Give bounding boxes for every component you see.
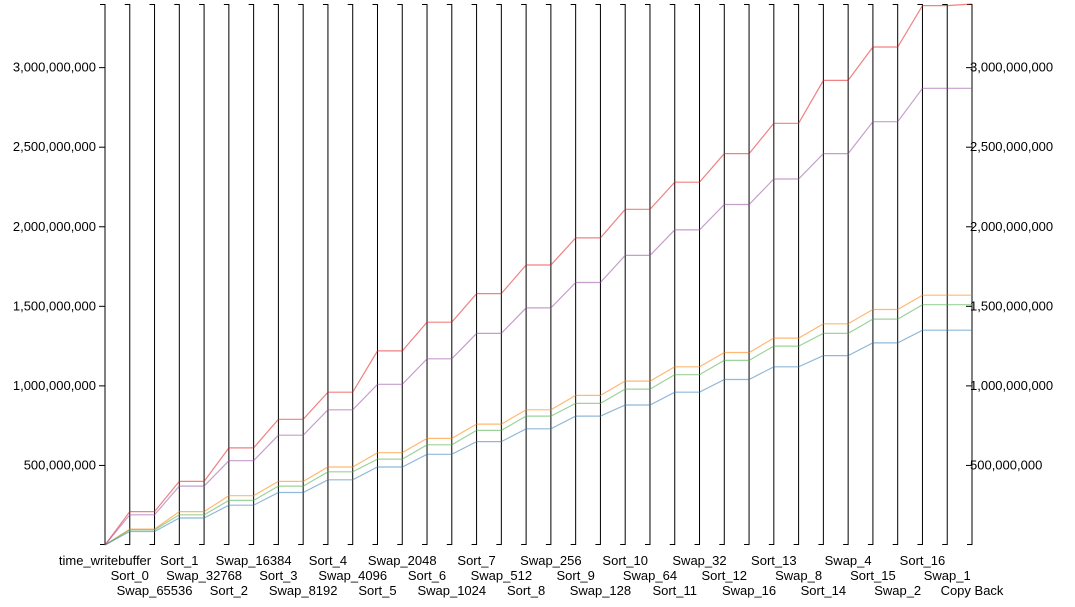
category-label: Sort_14 [801,583,847,598]
series-layer [104,3,973,546]
category-label: Sort_0 [111,568,149,583]
category-label: Sort_2 [210,583,248,598]
category-label: Swap_16384 [216,553,292,568]
category-label: Sort_6 [408,568,446,583]
category-label: Sort_10 [602,553,648,568]
series-line [104,87,972,546]
y-tick-label: 3,000,000,000 [13,60,96,75]
category-label: Sort_9 [557,568,595,583]
y-tick-label: 2,000,000,000 [13,219,96,234]
category-label: Sort_12 [702,568,748,583]
y-tick-label: 2,500,000,000 [13,139,96,154]
series-line [104,329,972,546]
y-tick-label: 500,000,000 [970,457,1042,472]
category-label: Swap_32768 [166,568,242,583]
category-label: Swap_32 [672,553,726,568]
category-label: Swap_256 [520,553,581,568]
category-label: Sort_3 [259,568,297,583]
category-label: Sort_15 [850,568,896,583]
category-label: Swap_65536 [117,583,193,598]
category-label: Sort_5 [358,583,396,598]
y-tick-label: 1,000,000,000 [970,378,1053,393]
category-label: Swap_8192 [269,583,338,598]
category-label: Sort_7 [457,553,495,568]
category-label: Swap_128 [570,583,631,598]
y-tick-label: 2,000,000,000 [970,219,1053,234]
series-line [104,3,973,546]
y-tick-label: 3,000,000,000 [970,60,1053,75]
category-label: Swap_512 [471,568,532,583]
y-tick-label: 500,000,000 [24,457,96,472]
category-label: Swap_16 [722,583,776,598]
category-label: Sort_8 [507,583,545,598]
category-label: Swap_1 [924,568,971,583]
category-label: Sort_11 [652,583,697,598]
category-label: time_writebuffer [59,553,152,568]
category-label: Swap_8 [775,568,822,583]
category-label: Sort_4 [309,553,347,568]
category-label: Swap_4 [825,553,872,568]
category-label: Swap_4096 [318,568,387,583]
category-label: Swap_64 [623,568,677,583]
series-line [104,294,972,546]
category-label: Copy Back [941,583,1004,598]
y-tick-label: 2,500,000,000 [970,139,1053,154]
y-tick-label: 1,500,000,000 [970,298,1053,313]
category-label: Sort_1 [160,553,198,568]
category-label: Swap_2 [874,583,921,598]
series-line [104,304,972,546]
y-tick-label: 1,500,000,000 [13,298,96,313]
category-label: Sort_13 [751,553,797,568]
y-tick-layer: 500,000,000 500,000,000 1,000,000,000 1,000… [13,60,1053,473]
axes-layer [100,4,973,545]
category-label-layer: time_writebufferSort_0Swap_65536Sort_1Sw… [59,553,1004,598]
category-label: Sort_16 [900,553,946,568]
category-label: Swap_1024 [417,583,486,598]
y-tick-label: 1,000,000,000 [13,378,96,393]
category-label: Swap_2048 [368,553,437,568]
